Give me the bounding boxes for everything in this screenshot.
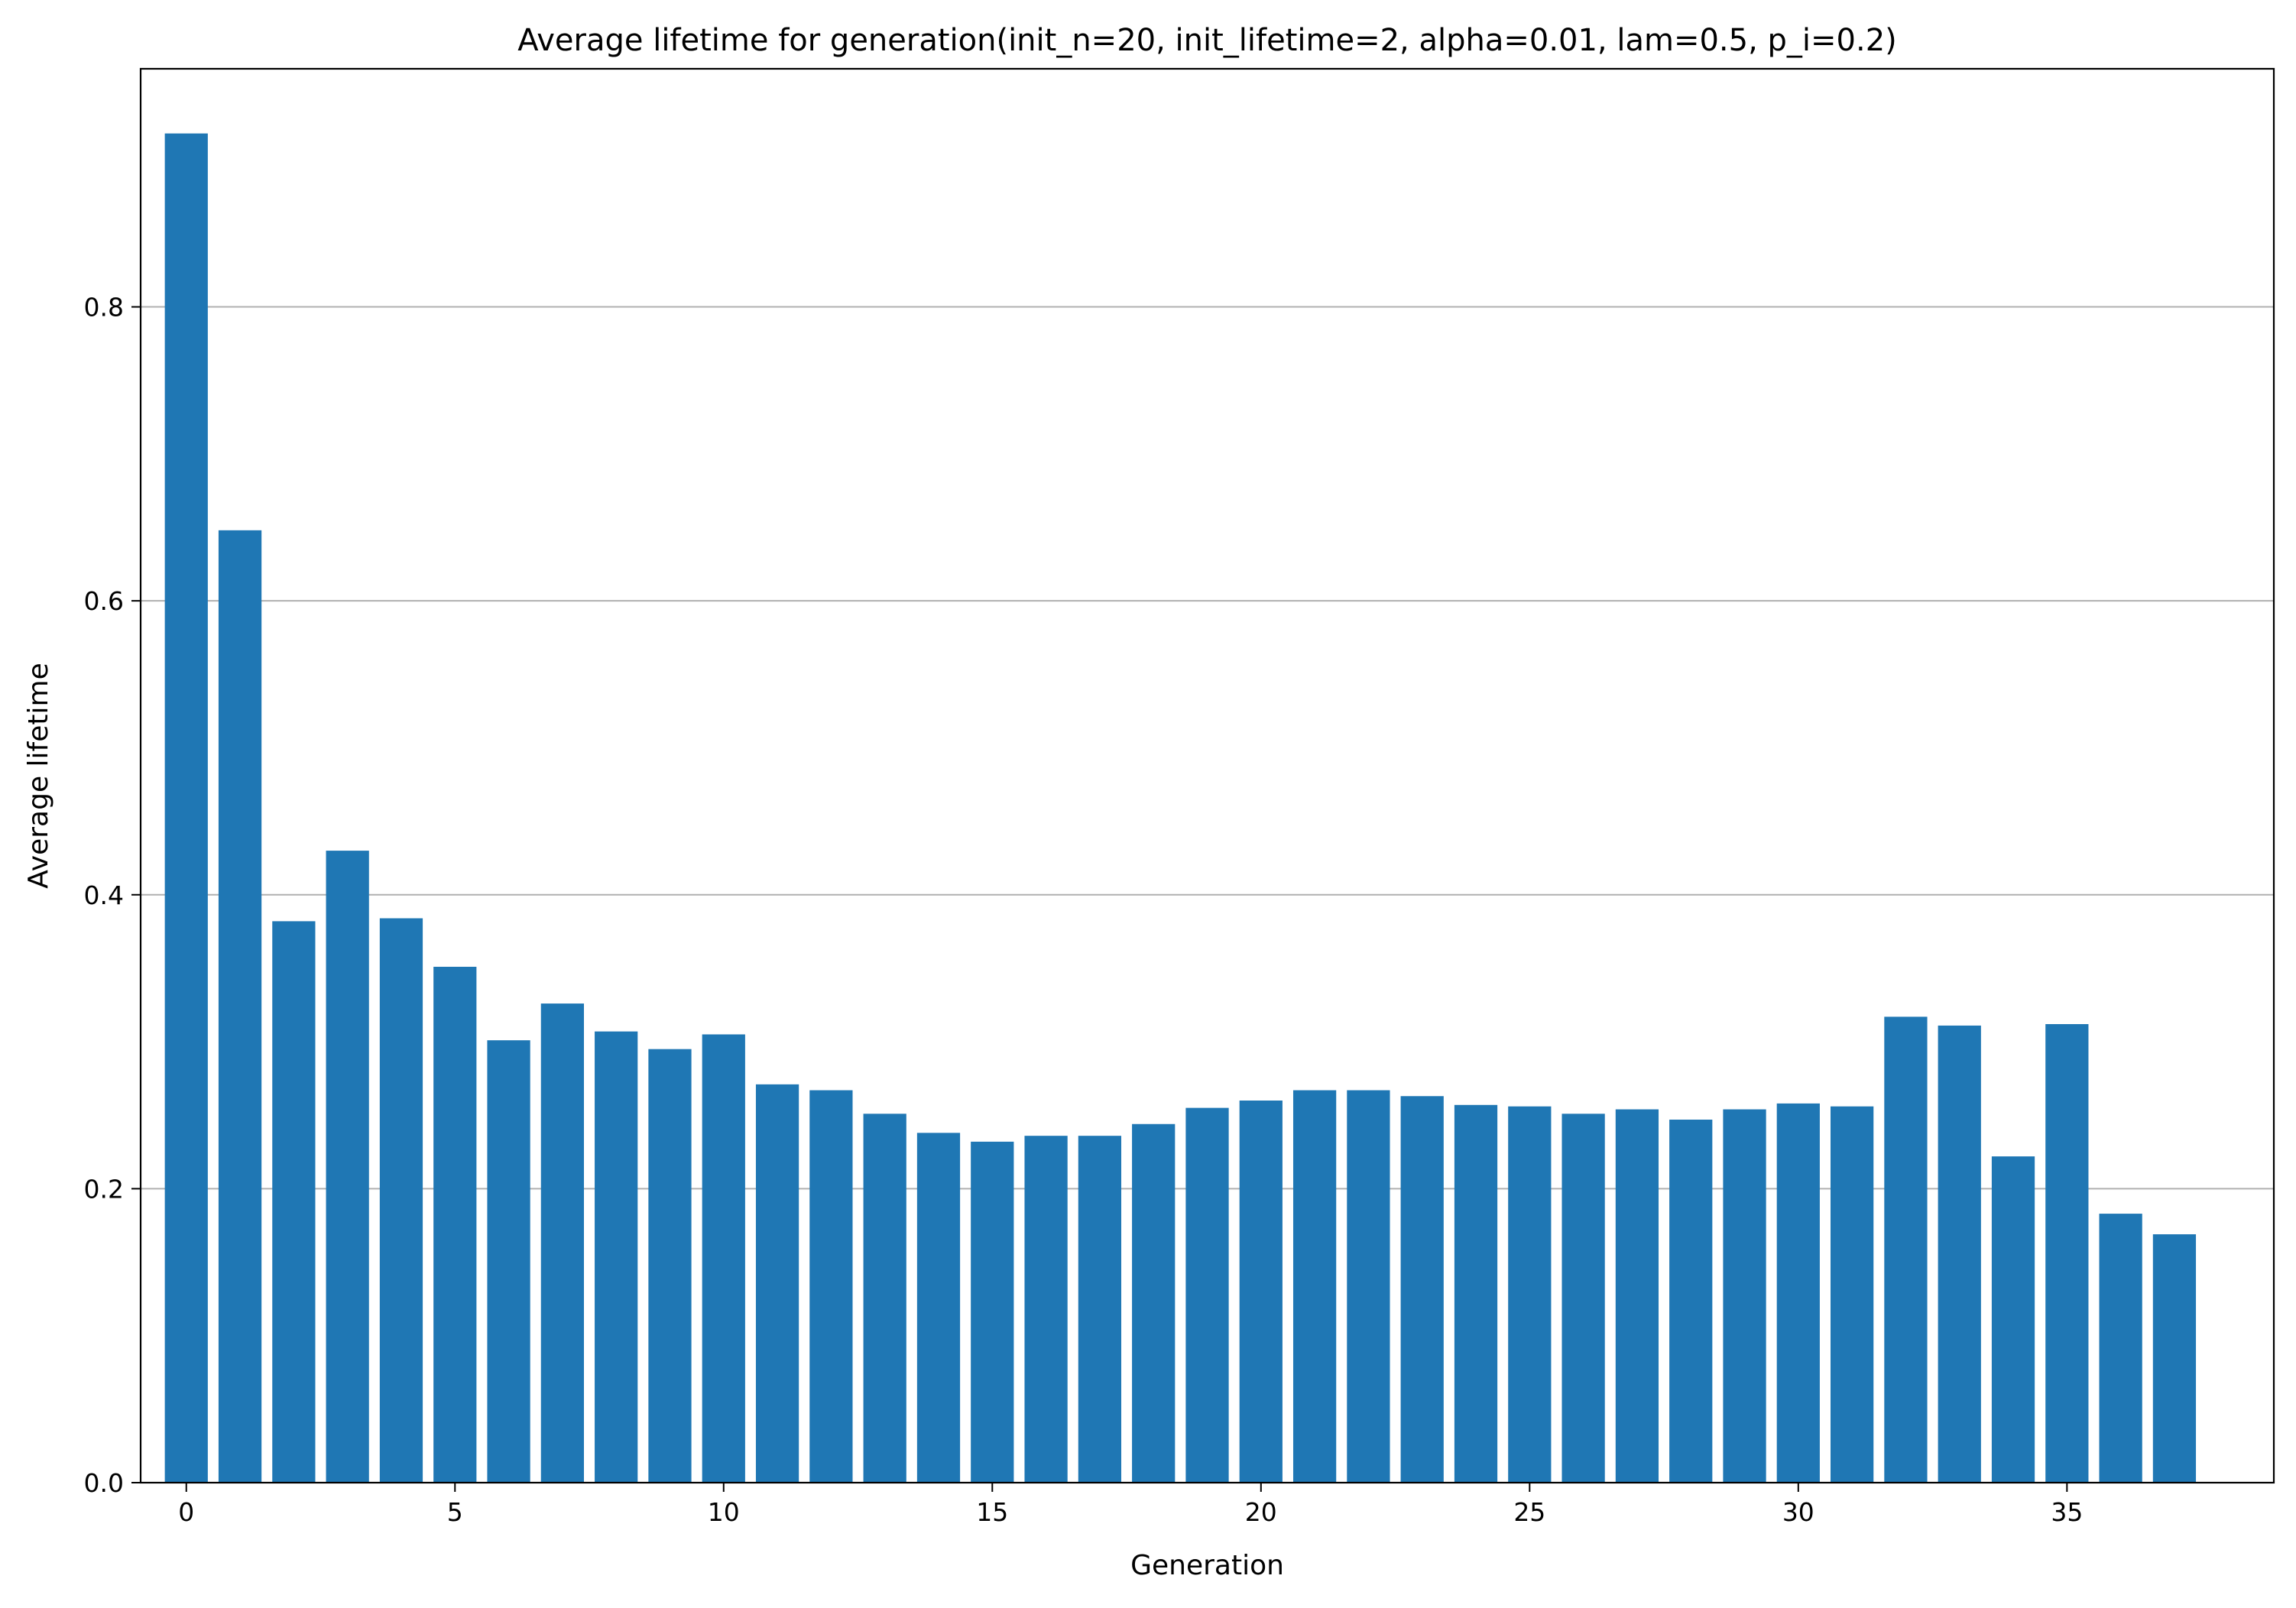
x-tick-label: 0 [178, 1497, 194, 1527]
bar [1561, 1114, 1605, 1483]
bar [863, 1114, 906, 1483]
bar [1400, 1096, 1444, 1483]
bar [2152, 1234, 2197, 1483]
bar [164, 133, 208, 1483]
bar [379, 918, 423, 1483]
bar [1078, 1136, 1122, 1483]
bar [1024, 1136, 1068, 1483]
bar [1454, 1104, 1498, 1483]
bar [1347, 1090, 1390, 1483]
bar [2099, 1214, 2142, 1483]
bar [595, 1031, 638, 1483]
bar [809, 1090, 853, 1483]
bar [1239, 1101, 1283, 1483]
y-tick-label: 0.0 [84, 1468, 124, 1498]
y-tick-label: 0.4 [84, 880, 124, 910]
bar [1508, 1106, 1552, 1483]
y-axis-ticks: 0.0 0.2 0.4 0.6 0.8 [84, 293, 141, 1498]
bar [2045, 1024, 2089, 1483]
bar [218, 530, 262, 1483]
bar [1938, 1025, 1981, 1483]
x-tick-label: 35 [2051, 1497, 2083, 1527]
x-axis-label: Generation [1130, 1550, 1284, 1581]
bars [164, 133, 2197, 1483]
bar [1831, 1106, 1874, 1483]
bar [755, 1084, 799, 1483]
bar [1884, 1016, 1928, 1483]
bar [648, 1049, 692, 1483]
x-axis-ticks: 0 5 10 15 20 25 30 35 [178, 1483, 2083, 1527]
bar [487, 1040, 530, 1483]
x-tick-label: 25 [1513, 1497, 1545, 1527]
bar [1991, 1156, 2035, 1483]
x-tick-label: 10 [708, 1497, 740, 1527]
y-tick-label: 0.2 [84, 1174, 124, 1204]
x-tick-label: 15 [976, 1497, 1008, 1527]
bar [1185, 1107, 1229, 1483]
bar [1615, 1109, 1659, 1483]
chart-title: Average lifetime for generation(init_n=2… [517, 23, 1897, 58]
bar [1669, 1120, 1713, 1483]
x-tick-label: 20 [1245, 1497, 1277, 1527]
x-tick-label: 30 [1782, 1497, 1814, 1527]
y-tick-label: 0.8 [84, 293, 124, 323]
bar [1776, 1103, 1820, 1483]
bar [1723, 1109, 1766, 1483]
bar [971, 1141, 1014, 1483]
plot-frame [139, 67, 2275, 1484]
bar [433, 967, 477, 1483]
bar [326, 851, 369, 1483]
bar [540, 1003, 584, 1483]
x-tick-label: 5 [447, 1497, 463, 1527]
y-tick-label: 0.6 [84, 586, 124, 616]
bar [1292, 1090, 1337, 1483]
bar [272, 921, 316, 1483]
bar [702, 1034, 745, 1483]
bar [1132, 1123, 1176, 1483]
y-axis-label: Average lifetime [23, 663, 54, 888]
bar [916, 1133, 961, 1483]
